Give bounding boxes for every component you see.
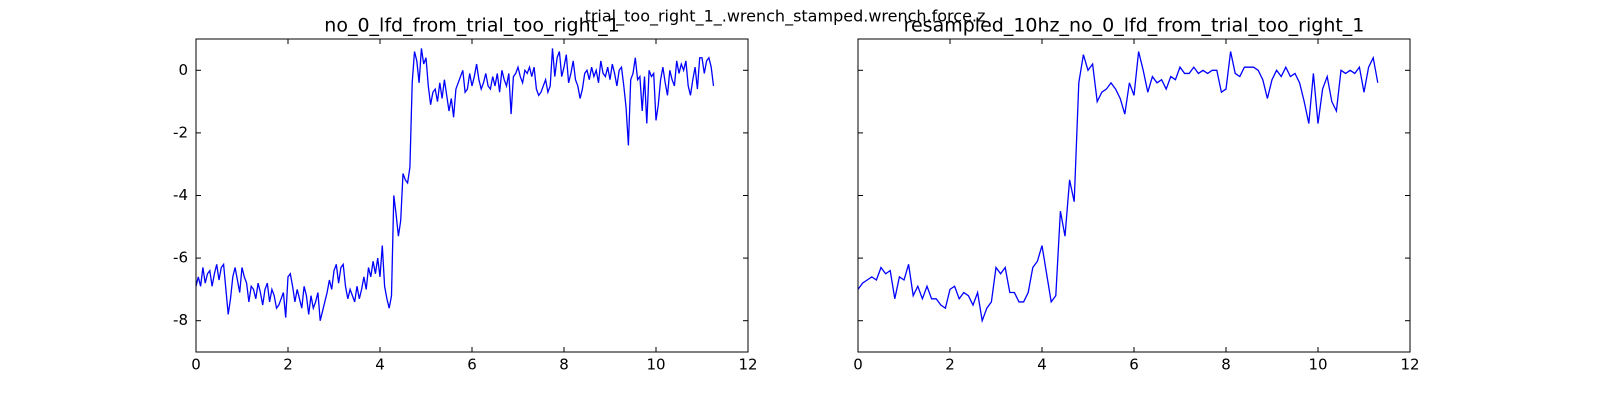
x-tick-label: 8 <box>559 356 569 374</box>
figure-title: trial_too_right_1_.wrench_stamped.wrench… <box>585 7 986 27</box>
x-tick-label: 10 <box>1308 356 1327 374</box>
subplot-title: resampled_10hz_no_0_lfd_from_trial_too_r… <box>904 15 1365 37</box>
y-tick-label: -8 <box>173 311 188 329</box>
data-line <box>195 48 715 321</box>
x-tick-label: 12 <box>738 356 757 374</box>
x-tick-label: 4 <box>375 356 385 374</box>
axes-frame <box>195 38 749 353</box>
x-tick-label: 10 <box>646 356 665 374</box>
y-tick-label: 0 <box>178 61 188 79</box>
x-tick-label: 6 <box>467 356 477 374</box>
y-tick-label: -4 <box>173 186 188 204</box>
x-tick-label: 8 <box>1221 356 1231 374</box>
x-tick-label: 4 <box>1037 356 1047 374</box>
y-tick-label: -2 <box>173 123 188 141</box>
x-tick-label: 2 <box>283 356 293 374</box>
y-tick-label: -6 <box>173 249 188 267</box>
x-tick-label: 0 <box>191 356 201 374</box>
x-tick-label: 6 <box>1129 356 1139 374</box>
x-tick-label: 12 <box>1400 356 1419 374</box>
subplot-title: no_0_lfd_from_trial_too_right_1 <box>324 15 619 37</box>
x-tick-label: 2 <box>945 356 955 374</box>
x-tick-label: 0 <box>853 356 863 374</box>
axes-frame <box>857 38 1411 353</box>
data-line <box>857 51 1379 324</box>
